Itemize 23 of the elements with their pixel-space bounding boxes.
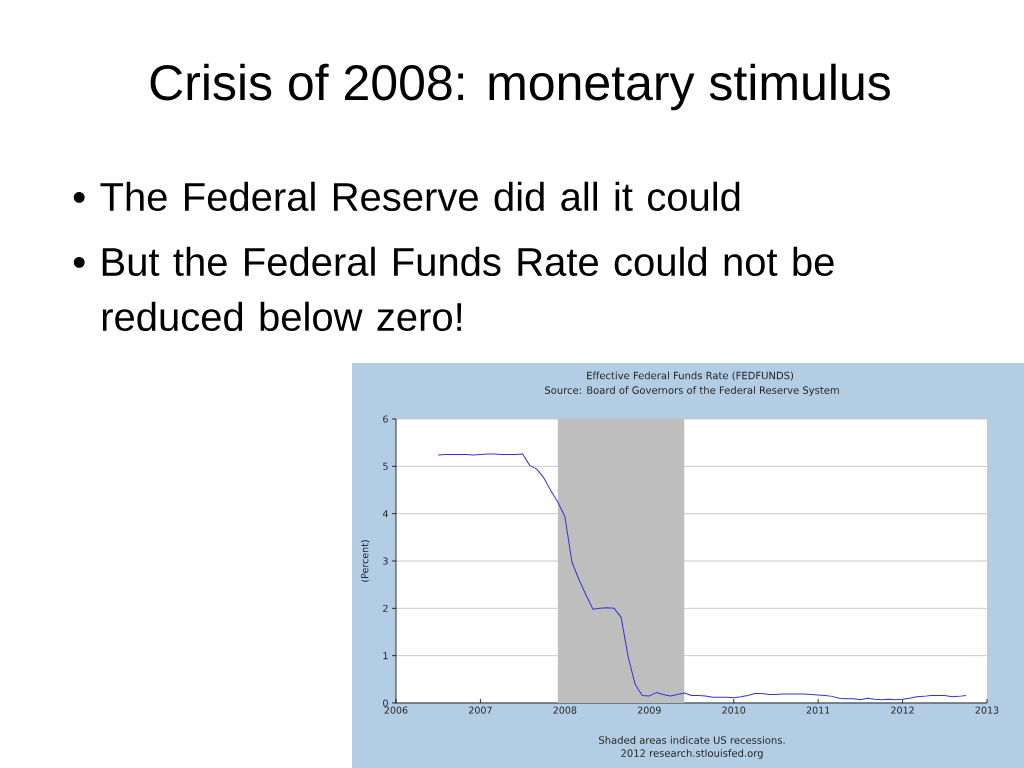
x-tick-label: 2009 (637, 706, 661, 714)
x-tick-label: 2006 (384, 706, 408, 714)
y-tick-label: 4 (382, 510, 388, 518)
text: • But the Federal Funds Rate could not be reduced below zero! (73, 246, 834, 332)
text: Shaded areas indicate US recessions. (599, 736, 785, 744)
text: • The Federal Reserve did all it could (73, 181, 740, 212)
y-tick-label: 5 (383, 462, 388, 470)
y-tick-label: 3 (383, 557, 388, 565)
x-tick-label: 2007 (469, 706, 492, 714)
y-tick-label: 1 (383, 652, 388, 660)
y-tick-label: 6 (383, 415, 388, 423)
text: 2012 research.stlouisfed.org (621, 749, 763, 759)
chart-title: Crisis of 2008: monetary stimulus (150, 63, 890, 111)
x-tick-label: 2010 (722, 706, 746, 714)
x-tick-label: 2013 (975, 706, 999, 714)
chart-subtitle: Effective Federal Funds Rate (FEDFUNDS) (587, 371, 794, 381)
y-tick-label: 2 (383, 604, 388, 612)
x-tick-label: 2008 (553, 706, 577, 714)
x-tick-label: 2011 (806, 706, 830, 714)
source-note: Source: Board of Governors of the Federal Reserve System (545, 386, 839, 396)
x-tick-label: 2012 (891, 706, 914, 714)
y-tick-label: 0 (383, 699, 388, 707)
y-axis-title: (Percent) (361, 540, 370, 582)
